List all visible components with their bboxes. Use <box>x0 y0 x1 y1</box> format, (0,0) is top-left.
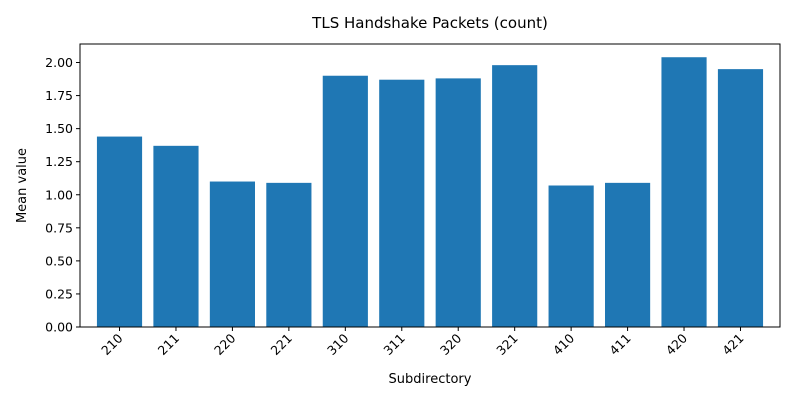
x-tick-label: 410 <box>550 330 578 358</box>
y-tick-label: 1.75 <box>45 88 73 103</box>
bar-221 <box>266 182 312 327</box>
x-tick-label: 411 <box>606 331 633 358</box>
y-tick-label: 1.00 <box>45 187 73 202</box>
bar-421 <box>717 69 764 328</box>
y-tick-label: 0.25 <box>45 286 73 301</box>
x-tick-label: 311 <box>380 331 407 358</box>
chart-title: TLS Handshake Packets (count) <box>311 14 548 32</box>
x-tick-label: 320 <box>437 330 465 358</box>
x-tick-label: 220 <box>211 330 239 358</box>
plot-frame <box>79 43 781 328</box>
x-tick-label: 211 <box>155 331 182 358</box>
bar-211 <box>153 145 199 327</box>
y-axis-label: Mean value <box>15 148 30 223</box>
y-tick-label: 0.50 <box>45 253 73 268</box>
y-tick-label: 1.50 <box>45 121 73 136</box>
x-tick-label: 210 <box>98 330 126 358</box>
bar-410 <box>548 185 594 327</box>
y-tick-label: 1.25 <box>45 154 73 169</box>
y-tick-label: 0.00 <box>45 320 73 335</box>
x-tick-label: 310 <box>324 330 352 358</box>
bar-321 <box>492 65 538 328</box>
bar-310 <box>322 75 368 328</box>
y-tick-label: 2.00 <box>45 55 73 70</box>
bar-320 <box>435 78 481 327</box>
x-axis: 210 211 220 221 310 311 320 321 410 411 420 421 <box>98 327 747 358</box>
bar-411 <box>605 182 651 327</box>
y-axis: 0.00 0.25 0.50 0.75 1.00 1.25 1.50 1.75 2.00 <box>45 55 80 335</box>
bar-311 <box>379 79 425 328</box>
y-tick-label: 0.75 <box>45 220 73 235</box>
x-tick-label: 421 <box>719 331 746 358</box>
x-tick-label: 420 <box>663 330 691 358</box>
bar-220 <box>209 181 255 327</box>
x-axis-label: Subdirectory <box>389 372 472 387</box>
x-tick-label: 221 <box>268 331 295 358</box>
bar-420 <box>661 57 707 327</box>
bars-group <box>96 57 764 328</box>
bar-210 <box>96 136 143 327</box>
x-tick-label: 321 <box>493 331 520 358</box>
